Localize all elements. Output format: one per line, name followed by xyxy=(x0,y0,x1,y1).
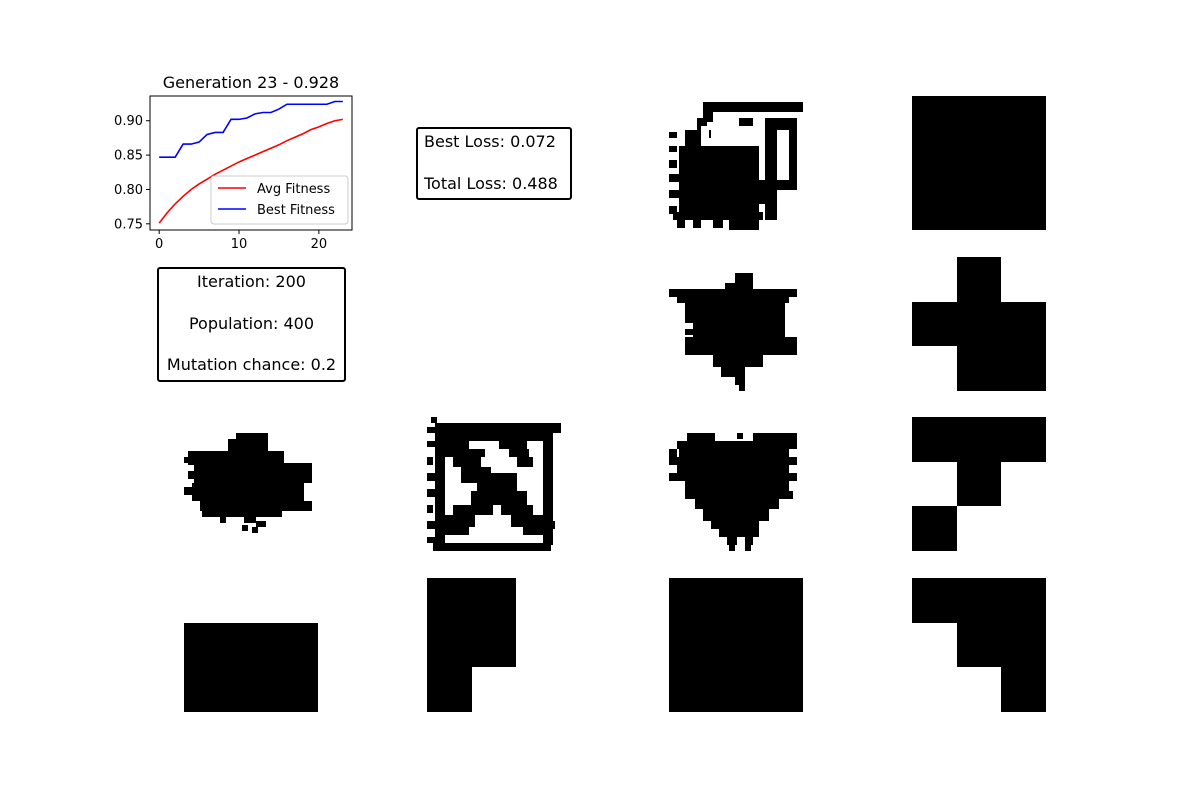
stats-box: Iteration: 200 Population: 400 Mutation … xyxy=(157,267,346,382)
x-tick-label: 10 xyxy=(231,237,248,252)
y-tick-label: 0.85 xyxy=(114,149,143,164)
x-tick-label: 20 xyxy=(311,237,328,252)
chart-axes-frame xyxy=(149,95,353,231)
population-text: Population: 400 xyxy=(188,314,315,333)
grid-pattern-4 xyxy=(427,417,561,551)
chart-title: Generation 23 - 0.928 xyxy=(163,73,339,92)
target-l-shape xyxy=(427,578,516,712)
loss-box: Best Loss: 0.072 Total Loss: 0.488 xyxy=(416,127,572,200)
grid-pattern-1 xyxy=(669,102,803,230)
chart-legend: Avg Fitness Best Fitness xyxy=(210,175,349,225)
mutation-text: Mutation chance: 0.2 xyxy=(166,355,337,374)
target-rectangle xyxy=(184,623,318,712)
x-axis: 0 10 20 xyxy=(155,230,327,252)
target-plus xyxy=(912,257,1046,391)
y-tick-label: 0.75 xyxy=(114,217,143,232)
grid-pattern-3 xyxy=(184,433,312,533)
y-tick-label: 0.90 xyxy=(114,114,143,129)
legend-label-avg: Avg Fitness xyxy=(257,182,330,197)
target-step-shape xyxy=(912,578,1046,712)
grid-pattern-2 xyxy=(669,273,797,391)
total-loss-text: Total Loss: 0.488 xyxy=(424,174,558,193)
x-tick-label: 0 xyxy=(155,237,163,252)
target-square xyxy=(912,96,1046,230)
y-axis: 0.75 0.80 0.85 0.90 xyxy=(114,114,150,232)
series-lines xyxy=(158,100,343,224)
best-loss-text: Best Loss: 0.072 xyxy=(424,132,556,151)
target-t-shape xyxy=(912,417,1046,551)
best-fitness-line xyxy=(159,100,343,158)
grid-pattern-5 xyxy=(669,433,797,551)
target-full-square xyxy=(669,578,803,712)
y-tick-label: 0.80 xyxy=(114,183,143,198)
legend-label-best: Best Fitness xyxy=(257,203,335,218)
avg-fitness-line xyxy=(158,118,343,224)
iteration-text: Iteration: 200 xyxy=(197,272,306,291)
